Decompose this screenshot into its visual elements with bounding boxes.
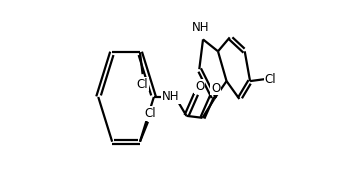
Text: Cl: Cl	[137, 77, 148, 91]
Text: NH: NH	[192, 21, 209, 34]
Text: Cl: Cl	[265, 73, 276, 86]
Text: Cl: Cl	[145, 107, 157, 120]
Text: O: O	[211, 81, 220, 94]
Text: O: O	[195, 80, 204, 93]
Text: NH: NH	[162, 91, 180, 104]
